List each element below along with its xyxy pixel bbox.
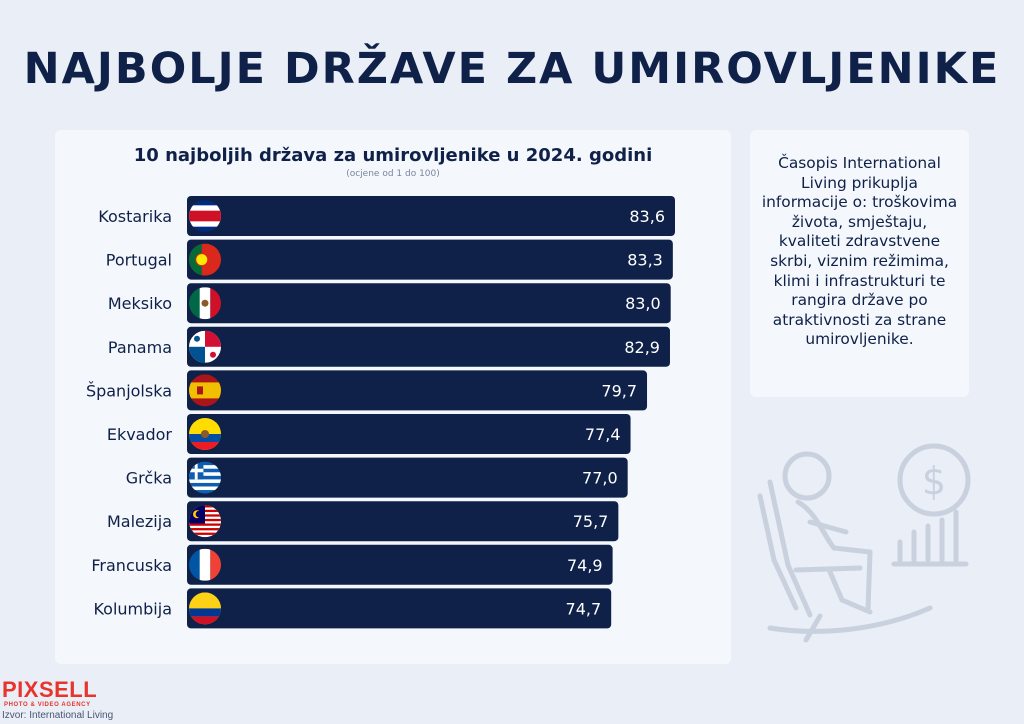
bar-portugal	[187, 239, 673, 280]
bar-grčka	[187, 457, 628, 498]
info-text: Časopis International Living prikuplja i…	[761, 154, 958, 349]
value-label: 77,0	[582, 469, 618, 488]
value-label: 82,9	[624, 338, 660, 357]
mexico-flag-icon	[189, 287, 221, 320]
value-label: 75,7	[573, 512, 609, 531]
bar-kostarika	[187, 196, 675, 236]
chart-subtitle: (ocjene od 1 do 100)	[346, 169, 440, 179]
category-label: Grčka	[126, 469, 172, 488]
pixsell-logo: PIXSELL	[2, 677, 98, 702]
panama-flag-icon	[189, 330, 221, 363]
bar-ekvador	[187, 414, 631, 454]
category-label: Ekvador	[107, 425, 173, 444]
page-title: NAJBOLJE DRŽAVE ZA UMIROVLJENIKE	[23, 44, 1001, 94]
category-label: Malezija	[107, 512, 172, 531]
bar-malezija	[187, 501, 619, 542]
spain-flag-icon	[189, 374, 221, 407]
portugal-flag-icon	[189, 243, 221, 276]
info-box: Časopis International Living prikuplja i…	[750, 130, 969, 397]
ecuador-flag-icon	[189, 418, 221, 450]
source-note: Izvor: International Living	[2, 710, 114, 721]
bar-chart: Kostarika 83,6 Portugal 83,3 Meksiko 83,0 Pana…	[86, 196, 675, 629]
costa-rica-flag-icon	[189, 200, 221, 232]
france-flag-icon	[189, 548, 221, 581]
category-label: Portugal	[106, 251, 172, 270]
malaysia-flag-icon	[189, 505, 221, 538]
value-label: 79,7	[601, 381, 637, 400]
colombia-flag-icon	[189, 592, 221, 625]
bar-panama	[187, 326, 670, 367]
bar-meksiko	[187, 283, 671, 324]
bar-španjolska	[187, 370, 648, 411]
chart-panel: 10 najboljih država za umirovljenike u 2…	[55, 130, 731, 664]
bar-kolumbija	[187, 588, 612, 629]
category-label: Kostarika	[98, 207, 172, 226]
category-label: Panama	[108, 338, 172, 357]
value-label: 74,7	[566, 599, 602, 618]
category-label: Španjolska	[86, 381, 172, 400]
value-label: 83,3	[627, 251, 663, 270]
svg-text:$: $	[922, 459, 946, 503]
retirement-illustration-icon: $	[757, 443, 971, 643]
category-label: Francuska	[91, 556, 172, 575]
value-label: 83,0	[625, 294, 661, 313]
logo-tagline: PHOTO & VIDEO AGENCY	[4, 702, 91, 708]
value-label: 74,9	[567, 556, 603, 575]
coin-icon	[897, 443, 971, 517]
bar-francuska	[187, 544, 613, 585]
category-label: Meksiko	[108, 294, 172, 313]
greece-flag-icon	[189, 461, 221, 494]
value-label: 77,4	[585, 425, 621, 444]
value-label: 83,6	[629, 207, 665, 226]
category-label: Kolumbija	[93, 599, 172, 618]
chart-title: 10 najboljih država za umirovljenike u 2…	[133, 145, 653, 166]
